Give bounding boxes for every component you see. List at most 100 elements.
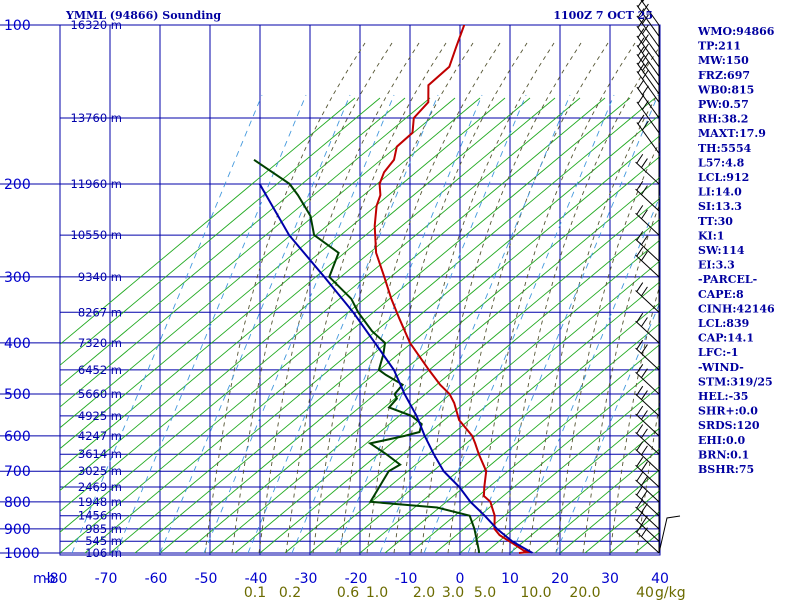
dry-adiabat xyxy=(309,260,660,554)
moist-adiabat xyxy=(393,42,555,554)
mixing-ratio-label: 10.0 xyxy=(520,585,551,600)
dry-adiabat xyxy=(60,97,531,491)
dry-adiabat xyxy=(284,239,660,554)
temperature-tick-label: -80 xyxy=(45,571,68,587)
wind-barb xyxy=(635,180,660,212)
index-value: FRZ:697 xyxy=(698,69,750,82)
wind-barb xyxy=(635,441,660,472)
index-value: BSHR:75 xyxy=(698,463,754,476)
dry-adiabat xyxy=(60,97,581,533)
height-label: 3025 m xyxy=(78,464,122,478)
dry-adiabat xyxy=(484,406,660,554)
index-value: L57:4.8 xyxy=(698,156,745,169)
mixing-ratio-line xyxy=(159,94,351,554)
moist-adiabat xyxy=(231,42,393,554)
wind-barb xyxy=(635,205,660,236)
mixing-ratio-line xyxy=(71,94,263,554)
index-value: WB0:815 xyxy=(697,83,754,96)
temperature-tick-label: 0 xyxy=(456,571,465,587)
height-label: 4247 m xyxy=(78,429,122,443)
dry-adiabat xyxy=(60,97,556,512)
dry-adiabat xyxy=(534,448,660,554)
dry-adiabat xyxy=(785,98,800,553)
dry-adiabat xyxy=(60,97,406,387)
height-label: 13760 m xyxy=(71,111,122,125)
wind-barb xyxy=(635,246,660,278)
moist-adiabat xyxy=(312,42,474,554)
mixing-ratio-line xyxy=(291,94,483,554)
pressure-label: 400 xyxy=(4,336,31,352)
dry-adiabat xyxy=(60,97,356,345)
height-label: 2469 m xyxy=(78,480,122,494)
profile-line-3 xyxy=(258,183,533,554)
height-label: 16320 m xyxy=(71,18,122,32)
mixing-ratio-line xyxy=(335,94,527,554)
dry-adiabat xyxy=(559,468,660,554)
pressure-label: 300 xyxy=(4,270,31,286)
height-label: 7320 m xyxy=(78,336,122,350)
wind-barb xyxy=(636,37,660,77)
index-value: EHI:0.0 xyxy=(698,434,745,447)
pressure-label: 600 xyxy=(4,429,31,445)
wind-barb xyxy=(636,114,660,154)
temperature-tick-label: -20 xyxy=(345,571,368,587)
temperature-tick-label: -50 xyxy=(195,571,218,587)
moist-adiabat xyxy=(285,42,447,554)
mixing-ratio-line xyxy=(511,195,660,554)
dry-adiabat xyxy=(459,385,660,554)
wind-barb xyxy=(635,523,660,554)
index-value: SHR+:0.0 xyxy=(698,405,758,418)
dry-adiabat xyxy=(259,218,660,554)
height-label: 985 m xyxy=(85,522,122,536)
dry-adiabat xyxy=(60,97,606,554)
mixing-ratio-label: 5.0 xyxy=(474,585,496,600)
temperature-tick-label: -40 xyxy=(245,571,268,587)
index-value: LCL:839 xyxy=(698,317,749,330)
height-label: 3614 m xyxy=(78,447,122,461)
wind-barb xyxy=(635,153,660,185)
wind-barb xyxy=(635,385,660,417)
dry-adiabat xyxy=(60,97,381,366)
index-value: -PARCEL- xyxy=(698,273,757,286)
mixing-ratio-label: 1.0 xyxy=(366,585,388,600)
dry-adiabat xyxy=(60,97,481,450)
wind-barb xyxy=(635,424,660,455)
height-label: 545 m xyxy=(85,534,122,548)
mixing-ratio-line xyxy=(555,301,660,554)
index-value: -WIND- xyxy=(698,361,744,374)
index-value: KI:1 xyxy=(698,229,724,242)
mixing-ratio-label: 0.6 xyxy=(337,585,359,600)
dry-adiabat xyxy=(234,197,660,554)
mixing-ratio-line xyxy=(247,94,439,554)
profile-line-2 xyxy=(253,158,480,554)
mixing-ratio-label: 2.0 xyxy=(413,585,435,600)
moist-adiabat xyxy=(501,45,660,554)
dry-adiabats xyxy=(60,97,800,554)
wind-barb xyxy=(636,8,660,48)
wind-barb xyxy=(635,312,660,344)
moist-adiabat xyxy=(555,140,660,554)
moist-adiabat xyxy=(447,42,609,554)
pressure-label: 700 xyxy=(4,464,31,480)
mixing-ratio-line xyxy=(115,94,307,554)
height-label: 1948 m xyxy=(78,495,122,509)
index-value: CAP:14.1 xyxy=(698,332,754,345)
height-label: 4925 m xyxy=(78,409,122,423)
wind-barb xyxy=(635,364,660,395)
mixing-ratio-line xyxy=(467,94,659,554)
surface-wind xyxy=(658,515,681,554)
height-label: 106 m xyxy=(85,546,122,560)
index-value: SRDS:120 xyxy=(698,419,760,432)
index-value: BRN:0.1 xyxy=(698,448,749,461)
index-value: CAPE:8 xyxy=(698,288,744,301)
wind-barb xyxy=(636,28,660,68)
height-label: 1456 m xyxy=(78,509,122,523)
wind-barb xyxy=(635,231,660,262)
moist-adiabat xyxy=(204,42,366,554)
pressure-label: 900 xyxy=(4,522,31,538)
index-value: LCL:912 xyxy=(698,171,749,184)
pressure-label: 100 xyxy=(4,18,31,34)
temperature-tick-label: 10 xyxy=(501,571,519,587)
dry-adiabat xyxy=(384,322,660,554)
